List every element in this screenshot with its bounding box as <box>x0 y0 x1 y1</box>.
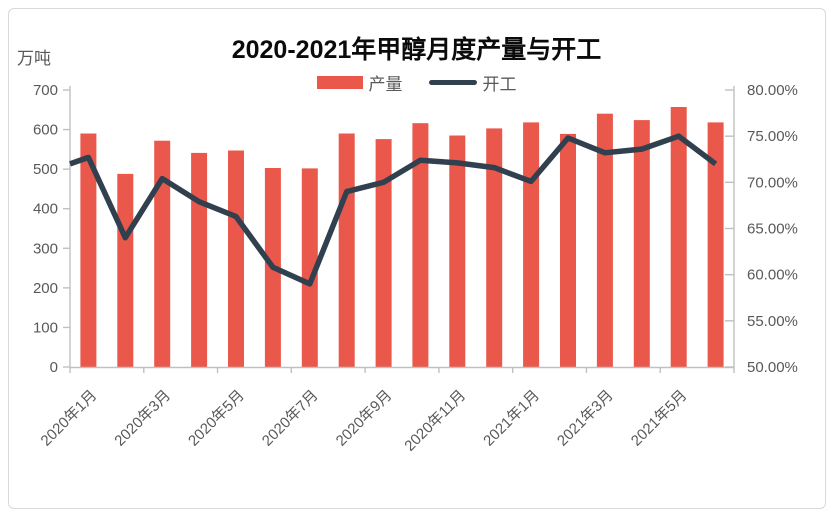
production-bar-2021年1月 <box>523 122 540 368</box>
legend-label-operating: 开工 <box>482 74 517 94</box>
legend-item-operating: 开工 <box>428 70 517 95</box>
x-axis-tick-label: 2020年11月 <box>401 387 469 455</box>
x-axis-tick-label: 2020年1月 <box>38 387 101 450</box>
production-bar-2020年10月 <box>412 123 429 367</box>
x-axis-tick-label: 2020年3月 <box>111 387 174 450</box>
left-axis-tick-label: 700 <box>33 82 58 99</box>
left-axis-tick-label: 0 <box>50 359 58 376</box>
right-axis-tick-label: 75.00% <box>747 128 798 145</box>
x-axis-tick-label: 2020年5月 <box>185 387 248 450</box>
legend-label-production: 产量 <box>368 74 403 94</box>
production-bar-2021年6月 <box>707 122 724 368</box>
production-bar-2020年4月 <box>191 152 208 367</box>
production-bar-2020年7月 <box>301 168 318 367</box>
production-bar-2021年3月 <box>596 113 613 367</box>
production-bar-2020年9月 <box>375 139 392 367</box>
right-axis-tick-label: 70.00% <box>747 174 798 191</box>
x-axis-tick-label: 2021年1月 <box>480 387 543 450</box>
legend: 产量 开工 <box>0 70 833 94</box>
production-bar-2021年5月 <box>670 107 687 367</box>
left-axis-tick-label: 400 <box>33 201 58 218</box>
left-axis-tick-label: 200 <box>33 280 58 297</box>
production-bar-2020年8月 <box>338 133 355 367</box>
operating-line-swatch-icon <box>428 79 477 85</box>
production-bar-2020年5月 <box>228 150 244 367</box>
right-axis-tick-label: 50.00% <box>747 359 798 376</box>
production-bar-2020年2月 <box>117 173 134 367</box>
production-bar-2020年12月 <box>486 128 503 367</box>
production-bar-swatch-icon <box>316 75 363 89</box>
chart-title: 2020-2021年甲醇月度产量与开工 <box>231 36 602 64</box>
production-bar-2021年4月 <box>633 120 650 367</box>
x-axis-tick-label: 2021年3月 <box>554 387 617 450</box>
x-axis-tick-label: 2020年9月 <box>333 387 396 450</box>
y-axis-unit-label: 万吨 <box>17 49 51 68</box>
left-axis-tick-label: 500 <box>33 161 58 178</box>
left-axis-tick-label: 300 <box>33 240 58 257</box>
right-axis-tick-label: 60.00% <box>747 267 798 284</box>
x-axis-tick-label: 2020年7月 <box>259 387 322 450</box>
legend-item-production: 产量 <box>316 70 403 95</box>
production-bar-2021年2月 <box>560 133 576 367</box>
right-axis-tick-label: 80.00% <box>747 82 798 99</box>
left-axis-tick-label: 600 <box>33 122 58 139</box>
production-bar-2020年1月 <box>80 133 97 367</box>
production-bar-2020年11月 <box>449 135 466 367</box>
left-axis-tick-label: 100 <box>33 319 58 336</box>
production-bar-2020年3月 <box>154 140 171 367</box>
right-axis-tick-label: 55.00% <box>747 313 798 330</box>
right-axis-tick-label: 65.00% <box>747 221 798 238</box>
operating-rate-line <box>69 133 718 287</box>
x-axis-tick-label: 2021年5月 <box>628 387 691 450</box>
